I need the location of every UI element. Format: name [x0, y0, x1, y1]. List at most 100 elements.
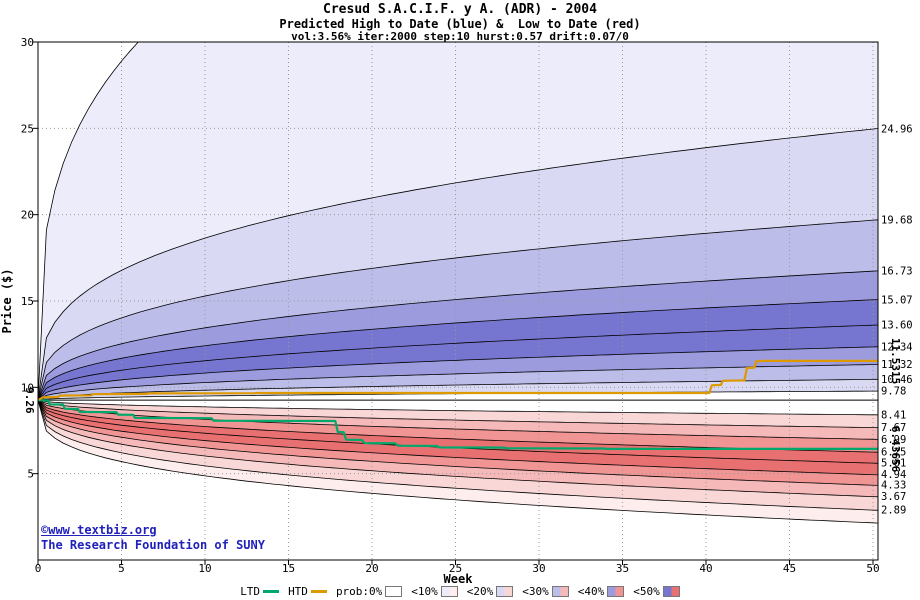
low-value-label: 8.41 — [881, 409, 906, 421]
y-tick-label: 10 — [21, 381, 34, 394]
y-tick-labels: 5 10 15 20 25 30 — [21, 36, 34, 481]
high-value-label: 15.07 — [881, 294, 913, 306]
watermark: ©www.textbiz.org The Research Foundation… — [41, 523, 265, 553]
legend-prob-30: <30% — [522, 585, 569, 598]
x-axis-title: Week — [444, 572, 474, 586]
htd-final-label: 11.5315 — [889, 338, 902, 384]
probability-band-low — [38, 400, 878, 524]
low-value-label: 4.94 — [881, 469, 906, 481]
x-tick-label: 50 — [866, 562, 879, 575]
legend-prob-40-swatch — [607, 586, 625, 597]
probability-band-high — [38, 219, 878, 401]
y-tick-label: 25 — [21, 122, 34, 135]
high-value-label: 16.73 — [881, 266, 913, 278]
legend-htd-swatch — [310, 590, 327, 593]
low-value-label: 2.89 — [881, 505, 906, 517]
low-value-label: 5.61 — [881, 458, 906, 470]
legend-prob-10-label: <10% — [411, 585, 438, 598]
x-tick-label: 25 — [449, 562, 462, 575]
y-axis-title: Price ($) — [0, 268, 14, 333]
x-tick-label: 20 — [365, 562, 378, 575]
probability-band-low — [38, 400, 878, 453]
chart-title: Cresud S.A.C.I.F. y A. (ADR) - 2004 — [323, 2, 597, 17]
probability-band-low — [38, 400, 878, 497]
x-tick-label: 10 — [198, 562, 211, 575]
high-value-label: 12.34 — [881, 341, 913, 353]
low-value-label: 7.67 — [881, 422, 906, 434]
textbiz-link[interactable]: ©www.textbiz.org — [41, 523, 157, 537]
probability-band-low — [38, 400, 878, 464]
high-value-label: 13.60 — [881, 320, 913, 332]
probability-band-high — [38, 364, 878, 401]
x-tick-labels: 0 5 10 15 20 25 30 35 40 45 50 — [35, 562, 880, 575]
chart-params: vol:3.56% iter:2000 step:10 hurst:0.57 d… — [291, 30, 629, 43]
low-value-label: 3.67 — [881, 491, 906, 503]
legend-prob-10: <10% — [411, 585, 458, 598]
legend-prob-50: <50% — [633, 585, 680, 598]
legend-htd-label: HTD — [288, 585, 308, 598]
high-value-label: 11.32 — [881, 359, 913, 371]
percentile-curve — [38, 324, 878, 401]
legend-prob-40-label: <40% — [577, 585, 605, 598]
y-tick-label: 30 — [21, 36, 34, 49]
start-price-label: 9.26 — [23, 387, 36, 414]
high-value-label: 24.96 — [881, 124, 913, 136]
high-value-label: 10.46 — [881, 374, 913, 386]
high-value-label: 19.68 — [881, 215, 913, 227]
htd-line — [38, 359, 878, 402]
x-tick-label: 45 — [783, 562, 796, 575]
legend-prob-20-label: <20% — [466, 585, 494, 598]
legend-ltd: LTD — [240, 585, 280, 598]
legend-prob-30-label: <30% — [522, 585, 549, 598]
legend-prob-0-swatch — [385, 586, 403, 597]
high-probability-bands — [38, 42, 878, 401]
low-value-label: 6.25 — [881, 447, 906, 459]
watermark-org: The Research Foundation of SUNY — [41, 538, 265, 552]
x-tick-label: 0 — [35, 562, 42, 575]
percentile-curve — [38, 364, 878, 401]
right-value-labels: 24.96 19.68 16.73 15.07 13.60 12.34 11.32 10.46… — [881, 124, 913, 517]
percentile-curve — [38, 399, 878, 486]
legend-prob-10-swatch — [440, 586, 458, 597]
axis-ticks — [33, 41, 874, 565]
percentile-curve — [38, 399, 878, 498]
probability-band-high — [38, 299, 878, 401]
probability-band-low — [38, 400, 878, 440]
legend-prob-20: <20% — [467, 585, 514, 598]
ltd-final-label: 6.43656 — [889, 426, 902, 473]
percentile-curve — [38, 399, 878, 511]
probability-band-low — [38, 400, 878, 428]
legend-prob-0: prob:0% — [335, 585, 403, 598]
x-tick-label: 35 — [616, 562, 629, 575]
ltd-line — [38, 399, 878, 450]
legend-ltd-swatch — [263, 590, 280, 593]
percentile-curve — [38, 219, 878, 401]
y-tick-label: 20 — [21, 209, 34, 222]
percentile-curve — [38, 399, 878, 524]
x-tick-label: 40 — [699, 562, 712, 575]
legend-htd: HTD — [288, 585, 327, 598]
x-tick-label: 5 — [118, 562, 125, 575]
gridlines — [38, 42, 878, 560]
y-tick-label: 5 — [27, 468, 34, 481]
legend-prob-40: <40% — [578, 585, 625, 598]
legend-prob-50-swatch — [662, 586, 680, 597]
x-tick-label: 15 — [282, 562, 295, 575]
high-value-label: 9.78 — [881, 386, 906, 398]
x-tick-label: 30 — [532, 562, 545, 575]
percentile-curve — [38, 270, 878, 401]
legend-prob-0-label: prob:0% — [335, 585, 383, 598]
low-value-label: 4.33 — [881, 480, 906, 492]
percentile-curve — [38, 399, 878, 476]
probability-band-low — [38, 400, 878, 475]
legend-prob-30-swatch — [551, 586, 569, 597]
percentile-curve — [38, 399, 878, 428]
percentile-curve — [38, 399, 878, 416]
legend-prob-50-label: <50% — [633, 585, 660, 598]
percentile-curve — [38, 299, 878, 401]
percentile-curve — [38, 346, 878, 401]
legend-ltd-label: LTD — [240, 585, 261, 598]
probability-band-high — [38, 42, 878, 401]
probability-band-high — [38, 325, 878, 401]
